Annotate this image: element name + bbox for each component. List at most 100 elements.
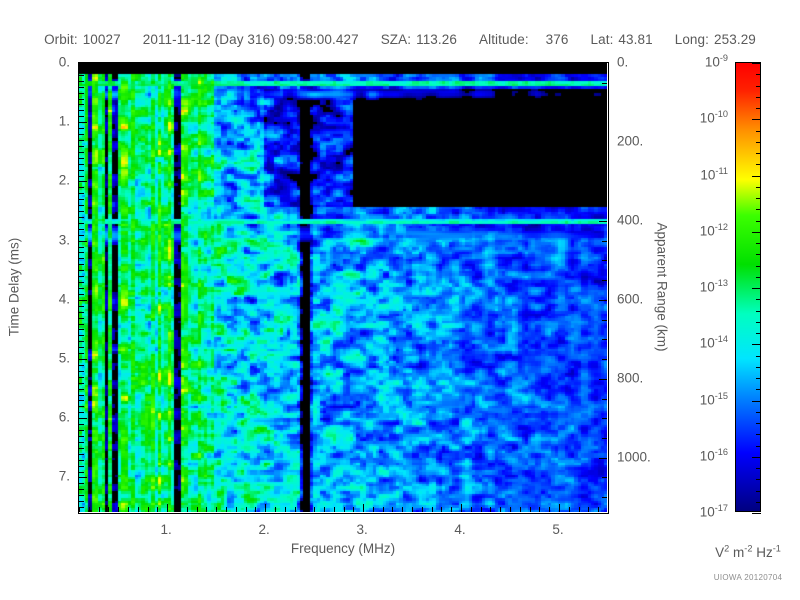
axis-tick (431, 63, 433, 68)
axis-tick (205, 63, 207, 68)
axis-tick (480, 507, 482, 512)
axis-tick (79, 405, 84, 407)
header-metadata: Orbit: 10027 2011-11-12 (Day 316) 09:58:0… (0, 30, 800, 48)
axis-tick (147, 507, 149, 512)
axis-tick (391, 507, 393, 512)
axis-tick (440, 507, 442, 512)
axis-tick (440, 63, 442, 68)
axis-tick (756, 366, 761, 368)
axis-tick (333, 507, 335, 512)
axis-tick (756, 298, 761, 300)
axis-tick (186, 63, 188, 68)
axis-tick-label: 600. (617, 291, 644, 307)
axis-tick-label: 3. (356, 522, 368, 537)
axis-tick (548, 507, 550, 512)
axis-tick (362, 63, 364, 71)
axis-tick (79, 145, 84, 147)
datetime-field: 2011-11-12 (Day 316) 09:58:00.427 (143, 32, 359, 47)
axis-tick-label: 4. (58, 291, 70, 307)
axis-tick (756, 377, 761, 379)
axis-tick (602, 319, 607, 321)
axis-tick (756, 501, 761, 503)
axis-tick (529, 63, 531, 68)
axis-tick (98, 507, 100, 512)
axis-tick-label: 800. (617, 370, 644, 386)
axis-tick (578, 507, 580, 512)
axis-tick (752, 118, 761, 120)
spectrogram-canvas (78, 62, 607, 512)
datetime-value: 2011-11-12 (Day 316) 09:58:00.427 (142, 31, 359, 47)
altitude-value: 376 (545, 31, 569, 47)
axis-tick (88, 507, 90, 512)
colorbar-tick-label: 10-14 (699, 334, 728, 351)
axis-tick (79, 417, 87, 419)
axis-tick (391, 63, 393, 68)
axis-tick (245, 63, 247, 68)
axis-tick (602, 358, 607, 360)
axis-tick (79, 453, 84, 455)
axis-tick (599, 141, 607, 143)
axis-tick (79, 228, 84, 230)
axis-tick (79, 216, 84, 218)
axis-tick (79, 269, 84, 271)
axis-tick (79, 447, 84, 449)
axis-tick (602, 259, 607, 261)
axis-tick-label: 400. (617, 212, 644, 228)
colorbar-tick-label: 10-16 (699, 446, 728, 464)
axis-tick (98, 63, 100, 68)
axis-tick-label: 2. (58, 172, 70, 188)
axis-tick (756, 355, 761, 357)
axis-tick (156, 63, 158, 68)
axis-tick (752, 231, 761, 233)
colorbar-tick-label: 10-10 (699, 109, 728, 126)
axis-tick (597, 63, 599, 68)
unit-meters-exponent: -2 (744, 543, 753, 554)
axis-tick-label: 1. (58, 113, 70, 129)
axis-tick (186, 507, 188, 512)
axis-tick (79, 311, 84, 313)
axis-tick (79, 352, 84, 354)
y-axis-label-apparent-range: Apparent Range (km) (654, 222, 670, 352)
axis-tick (79, 180, 87, 182)
axis-tick (587, 63, 589, 68)
axis-tick (382, 63, 384, 68)
axis-tick (79, 139, 84, 141)
axis-tick (756, 141, 761, 143)
x-axis-label-frequency: Frequency (MHz) (290, 541, 396, 556)
axis-tick (79, 98, 84, 100)
axis-tick (460, 63, 462, 71)
axis-tick (756, 107, 761, 109)
axis-tick (79, 340, 84, 342)
axis-tick (756, 332, 761, 334)
axis-tick (450, 63, 452, 68)
axis-tick (196, 63, 198, 68)
axis-tick (756, 197, 761, 199)
axis-tick (343, 63, 345, 68)
axis-tick (568, 507, 570, 512)
axis-tick (602, 476, 607, 478)
axis-tick (599, 62, 607, 64)
axis-tick (602, 82, 607, 84)
axis-tick (79, 198, 84, 200)
axis-tick (372, 507, 374, 512)
axis-tick (499, 507, 501, 512)
axis-tick (756, 445, 761, 447)
colorbar-tick-label: 10-13 (699, 278, 728, 295)
axis-tick (411, 507, 413, 512)
axis-tick (323, 507, 325, 512)
axis-tick (489, 63, 491, 68)
axis-tick (587, 507, 589, 512)
colorbar (735, 62, 761, 512)
axis-tick-label: 7. (58, 468, 70, 484)
y-axis-label-time-delay: Time Delay (ms) (6, 237, 22, 337)
axis-tick (215, 63, 217, 68)
axis-tick (756, 73, 761, 75)
axis-tick (333, 63, 335, 68)
axis-tick (79, 423, 84, 425)
axis-tick (558, 504, 560, 512)
axis-tick (79, 246, 84, 248)
axis-tick (79, 334, 84, 336)
axis-tick (548, 63, 550, 68)
orbit-value: 10027 (82, 31, 121, 47)
axis-tick (538, 63, 540, 68)
